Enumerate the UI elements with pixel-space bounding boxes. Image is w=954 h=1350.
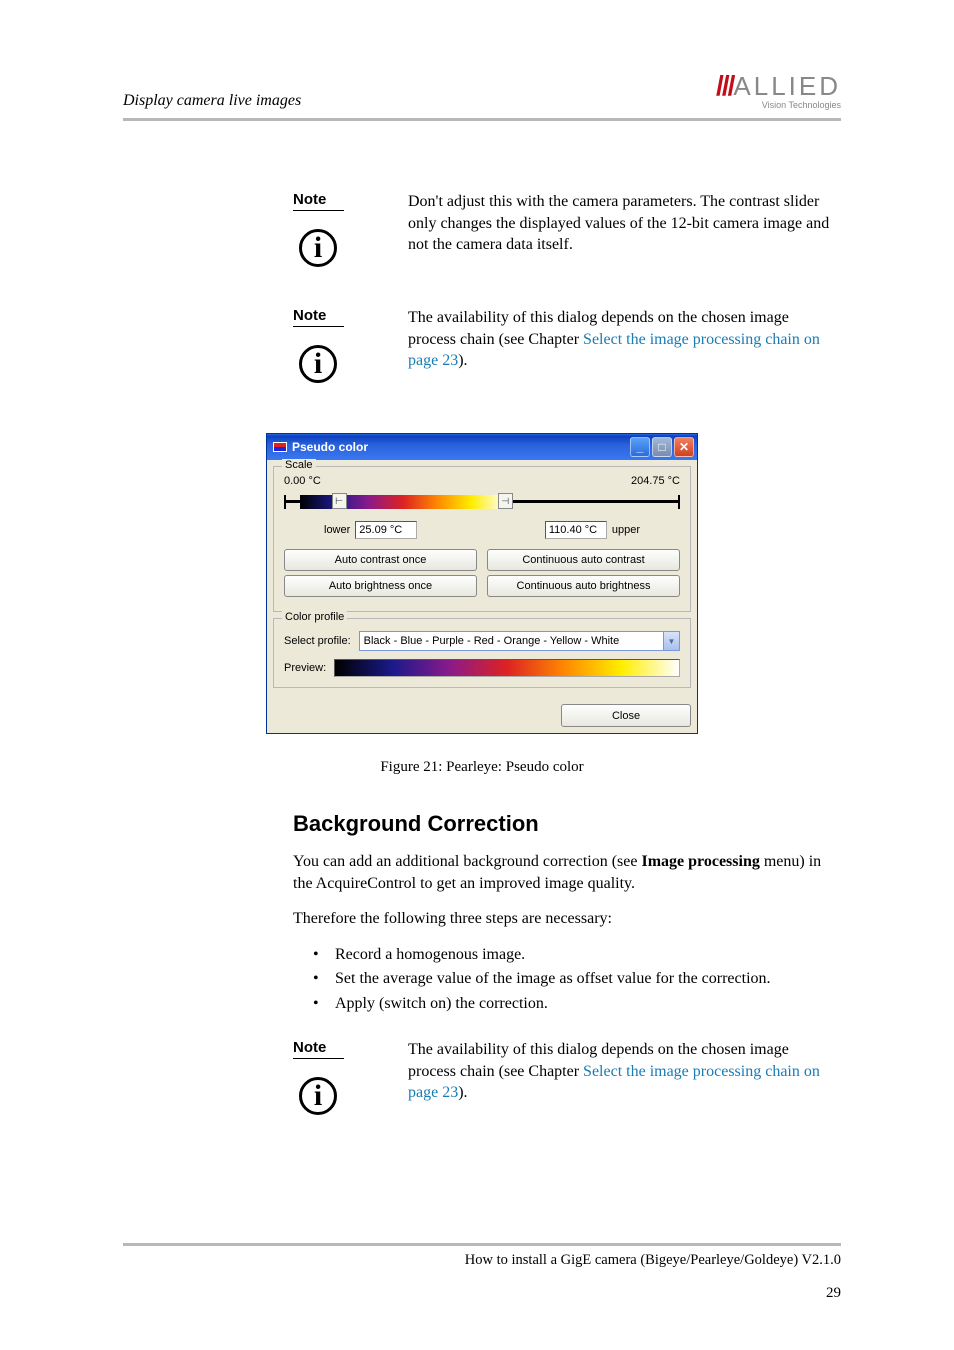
auto-brightness-once-button[interactable]: Auto brightness once: [284, 575, 477, 597]
chevron-down-icon: ▼: [663, 632, 679, 650]
color-profile-groupbox: Color profile Select profile: Black - Bl…: [273, 618, 691, 688]
dialog-screenshot: Pseudo color _ □ ✕ Scale 0.00 °C 204.75 …: [123, 433, 841, 734]
note-label: Note: [293, 307, 344, 327]
body-paragraph: Therefore the following three steps are …: [293, 908, 841, 930]
close-window-button[interactable]: ✕: [674, 437, 694, 457]
page-number: 29: [123, 1285, 841, 1302]
note-label: Note: [293, 191, 344, 211]
page-footer: How to install a GigE camera (Bigeye/Pea…: [123, 1243, 841, 1302]
header-section-title: Display camera live images: [123, 92, 301, 110]
info-icon: i: [299, 1077, 337, 1115]
close-button[interactable]: Close: [561, 704, 691, 727]
continuous-auto-brightness-button[interactable]: Continuous auto brightness: [487, 575, 680, 597]
upper-label: upper: [612, 524, 640, 536]
lower-label: lower: [324, 524, 350, 536]
logo-slashes-icon: ///: [716, 70, 733, 102]
preview-label: Preview:: [284, 662, 326, 674]
lower-input[interactable]: [355, 521, 417, 539]
logo-text: ALLIED: [733, 71, 841, 102]
note-block: Note i The availability of this dialog d…: [293, 307, 841, 383]
color-profile-group-label: Color profile: [282, 611, 347, 623]
maximize-button[interactable]: □: [652, 437, 672, 457]
page-header: Display camera live images /// ALLIED Vi…: [123, 70, 841, 121]
info-icon: i: [299, 345, 337, 383]
app-icon: [273, 442, 287, 452]
list-item: Record a homogenous image.: [313, 944, 841, 966]
info-icon: i: [299, 229, 337, 267]
note-text: Don't adjust this with the camera parame…: [408, 191, 841, 267]
body-paragraph: You can add an additional background cor…: [293, 851, 841, 894]
list-item: Apply (switch on) the correction.: [313, 993, 841, 1015]
scale-min-label: 0.00 °C: [284, 475, 321, 487]
dialog-title: Pseudo color: [292, 440, 368, 454]
figure-caption: Figure 21: Pearleye: Pseudo color: [123, 759, 841, 776]
continuous-auto-contrast-button[interactable]: Continuous auto contrast: [487, 549, 680, 571]
steps-list: Record a homogenous image. Set the avera…: [313, 944, 841, 1015]
note-block: Note i The availability of this dialog d…: [293, 1039, 841, 1115]
profile-select[interactable]: Black - Blue - Purple - Red - Orange - Y…: [359, 631, 680, 651]
scale-group-label: Scale: [282, 459, 316, 471]
auto-contrast-once-button[interactable]: Auto contrast once: [284, 549, 477, 571]
section-heading: Background Correction: [293, 811, 841, 837]
note-text: The availability of this dialog depends …: [408, 307, 841, 383]
note-text: The availability of this dialog depends …: [408, 1039, 841, 1115]
profile-selected-value: Black - Blue - Purple - Red - Orange - Y…: [364, 635, 620, 647]
footer-text: How to install a GigE camera (Bigeye/Pea…: [123, 1252, 841, 1269]
preview-gradient: [334, 659, 680, 677]
scale-max-label: 204.75 °C: [631, 475, 680, 487]
scale-groupbox: Scale 0.00 °C 204.75 °C ⊢ ⊣: [273, 466, 691, 612]
logo-subtitle: Vision Technologies: [758, 100, 841, 110]
note-label: Note: [293, 1039, 344, 1059]
scale-slider[interactable]: ⊢ ⊣: [284, 491, 680, 511]
dialog-titlebar: Pseudo color _ □ ✕: [267, 434, 697, 460]
note-block: Note i Don't adjust this with the camera…: [293, 191, 841, 267]
list-item: Set the average value of the image as of…: [313, 968, 841, 990]
pseudo-color-dialog: Pseudo color _ □ ✕ Scale 0.00 °C 204.75 …: [266, 433, 698, 734]
minimize-button[interactable]: _: [630, 437, 650, 457]
logo: /// ALLIED Vision Technologies: [716, 70, 841, 110]
slider-handle-upper[interactable]: ⊣: [498, 493, 513, 509]
select-profile-label: Select profile:: [284, 635, 351, 647]
upper-input[interactable]: [545, 521, 607, 539]
slider-handle-lower[interactable]: ⊢: [332, 493, 347, 509]
